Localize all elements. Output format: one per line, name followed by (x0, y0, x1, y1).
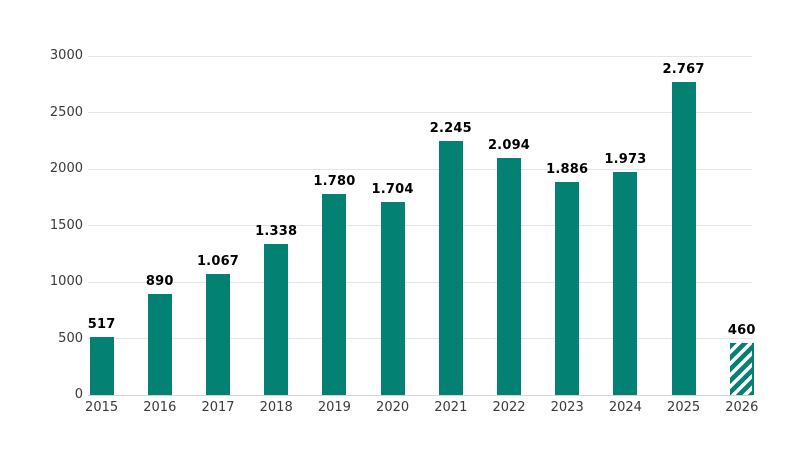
y-tick-label: 1000 (49, 274, 83, 289)
bar-value-label: 2.094 (487, 138, 531, 154)
bar (380, 202, 405, 395)
bar-value-label: 1.704 (371, 182, 414, 198)
bar-value-label: 517 (87, 316, 116, 332)
bar (264, 243, 289, 395)
y-tick-label: 2000 (49, 161, 83, 176)
x-tick-label: 2021 (434, 400, 468, 415)
bar (497, 158, 521, 395)
x-tick-label: 2025 (667, 400, 701, 415)
bar (147, 294, 172, 395)
bar-value-label: 1.886 (546, 161, 589, 177)
x-tick-label: 2017 (201, 400, 235, 415)
x-tick-label: 2020 (376, 400, 410, 415)
x-tick-label: 2015 (85, 400, 119, 415)
bar (322, 193, 347, 395)
y-tick-label: 0 (74, 387, 83, 402)
bar-value-label: 2.767 (662, 62, 705, 78)
bar-value-label: 1.780 (313, 173, 356, 189)
bar-value-label: 1.973 (604, 152, 647, 168)
bar (671, 82, 696, 395)
bar-value-label: 460 (727, 323, 756, 339)
x-tick-label: 2024 (608, 400, 642, 415)
gridline (88, 338, 752, 339)
y-tick-label: 1500 (49, 217, 83, 233)
x-tick-label: 2018 (259, 400, 293, 415)
bar (555, 181, 580, 395)
x-tick-label: 2023 (550, 400, 584, 415)
y-tick-label: 3000 (49, 48, 83, 63)
y-tick-label: 2500 (49, 104, 83, 120)
gridline (88, 168, 752, 170)
bar (438, 141, 463, 395)
x-tick-label: 2016 (143, 400, 177, 415)
bar-value-label: 2.245 (429, 121, 472, 137)
bar-value-label: 890 (145, 274, 174, 290)
plot-area: 517 890 1.067 1.338 1.780 1.704 2.245 2.094 1.88… (87, 55, 755, 396)
bar-projected (729, 343, 754, 395)
bar (206, 274, 230, 395)
bar-value-label: 1.067 (196, 254, 240, 270)
bar (89, 336, 114, 395)
gridline (88, 112, 752, 113)
bar (613, 172, 638, 395)
x-tick-label: 2019 (317, 400, 351, 415)
gridline (88, 55, 752, 57)
x-axis-line (88, 394, 752, 396)
y-tick-label: 500 (58, 330, 83, 346)
gridline (88, 281, 752, 283)
bar-value-label: 1.338 (255, 223, 298, 239)
x-tick-label: 2022 (492, 400, 526, 415)
x-tick-label: 2026 (725, 400, 759, 415)
gridline (88, 225, 752, 226)
